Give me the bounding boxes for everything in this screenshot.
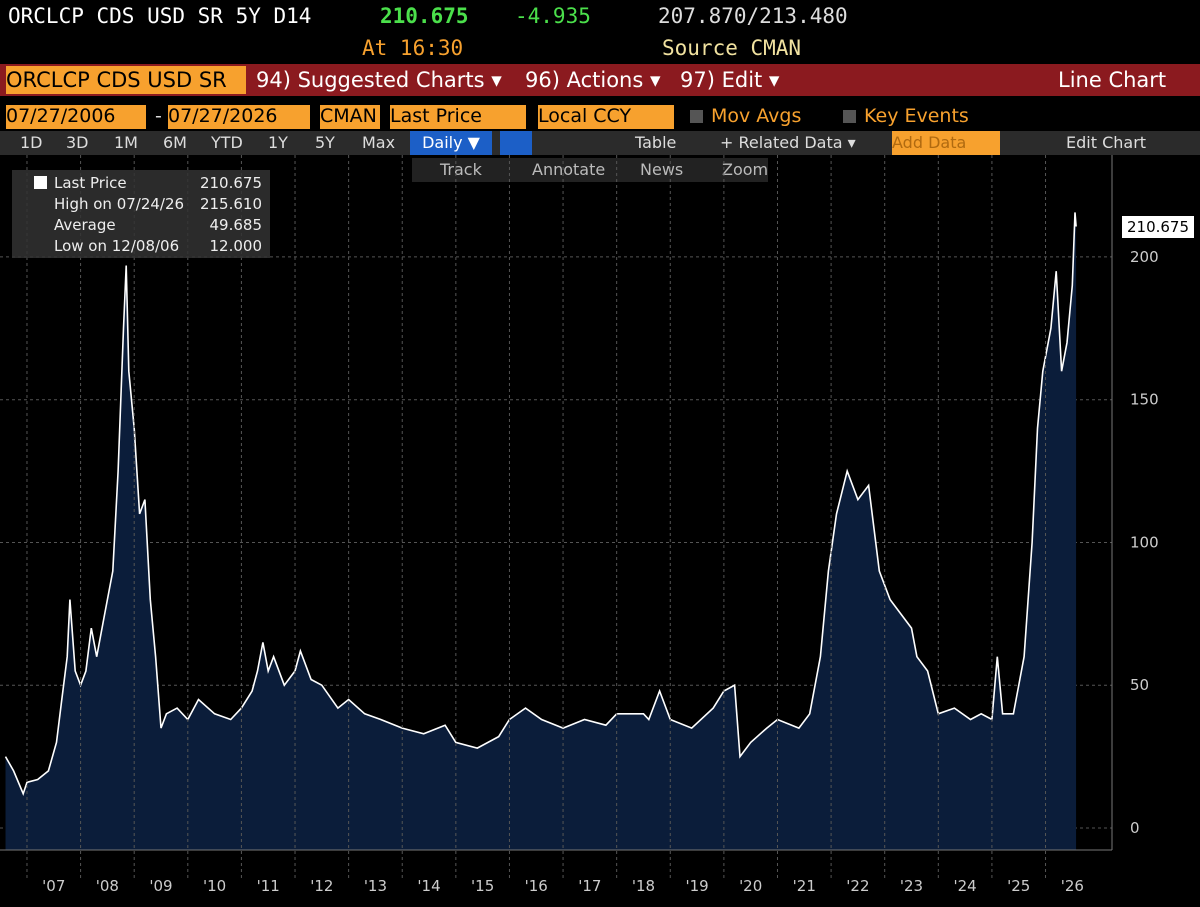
- period-button[interactable]: 1D: [20, 133, 43, 152]
- x-tick-label: '22: [846, 877, 869, 895]
- period-button[interactable]: 5Y: [315, 133, 335, 152]
- x-tick-label: '10: [203, 877, 226, 895]
- x-tick-label: '07: [42, 877, 65, 895]
- checkbox[interactable]: [843, 110, 856, 123]
- period-button[interactable]: Max: [362, 133, 396, 152]
- source: Source CMAN: [662, 36, 802, 60]
- price: 210.675: [380, 4, 469, 28]
- legend-value: 12.000: [209, 237, 263, 255]
- legend-label: Low on 12/08/06: [54, 237, 180, 255]
- currency[interactable]: Local CCY: [538, 105, 674, 129]
- legend: Last Price 210.675 High on 07/24/26 215.610…: [12, 170, 270, 258]
- mov-avgs[interactable]: Mov Avgs: [711, 105, 802, 127]
- menu-item[interactable]: 96) Actions ▾: [525, 68, 661, 92]
- tool-button[interactable]: Zoom: [722, 160, 769, 179]
- change: -4.935: [515, 4, 591, 28]
- tool-button[interactable]: News: [640, 160, 684, 179]
- checkbox[interactable]: [690, 110, 703, 123]
- x-tick-label: '12: [310, 877, 333, 895]
- x-tick-label: '20: [739, 877, 762, 895]
- time: At 16:30: [362, 36, 464, 60]
- x-tick-label: '11: [257, 877, 280, 895]
- tool-strip: [412, 158, 768, 182]
- y-tick-label: 0: [1130, 819, 1140, 837]
- menu-item[interactable]: Line Chart: [1058, 68, 1167, 92]
- x-tick-label: '09: [149, 877, 172, 895]
- menu-bar: ORCLCP CDS USD SR 94) Suggested Charts ▾…: [0, 64, 1200, 96]
- toolbar: Daily ▼ Table + Related Data ▾ Add Data …: [0, 131, 1200, 155]
- tool-button[interactable]: Track: [440, 160, 482, 179]
- x-tick-label: '24: [954, 877, 977, 895]
- x-tick-label: '15: [471, 877, 494, 895]
- x-tick-label: '13: [364, 877, 387, 895]
- source-field[interactable]: CMAN: [320, 105, 380, 129]
- x-tick-label: '18: [632, 877, 655, 895]
- legend-value: 210.675: [199, 174, 262, 192]
- legend-label: High on 07/24/26: [54, 195, 185, 213]
- x-tick-label: '16: [525, 877, 548, 895]
- related-data[interactable]: + Related Data ▾: [720, 133, 856, 152]
- y-tick-label: 50: [1130, 676, 1149, 694]
- x-tick-label: '08: [96, 877, 119, 895]
- period-button[interactable]: 3D: [66, 133, 89, 152]
- tools: Track Annotate News Zoom: [0, 158, 1200, 182]
- period-button[interactable]: YTD: [211, 133, 243, 152]
- y-tick-label: 150: [1130, 391, 1159, 409]
- chart: 0 50 100 150 200 '07 '08 '09 '10 '11 '12 '13 '14 '15 '…: [0, 155, 1159, 895]
- x-tick-label: '25: [1007, 877, 1030, 895]
- controls: 07/27/2006 - 07/27/2026 CMAN Last Price …: [0, 104, 1200, 130]
- x-tick-label: '26: [1061, 877, 1084, 895]
- table-button[interactable]: Table: [635, 133, 677, 152]
- x-tick-label: '19: [685, 877, 708, 895]
- legend-value: 49.685: [209, 216, 263, 234]
- ticker: ORCLCP CDS USD SR 5Y D14: [8, 4, 312, 28]
- edit-chart[interactable]: Edit Chart: [1066, 133, 1147, 152]
- start-date[interactable]: 07/27/2006: [6, 105, 146, 129]
- menu-item[interactable]: 97) Edit ▾: [680, 68, 780, 92]
- period-button[interactable]: 1M: [114, 133, 138, 152]
- y-tick-label: 100: [1130, 533, 1159, 551]
- x-tick-label: '14: [417, 877, 440, 895]
- line-icon[interactable]: [500, 131, 532, 155]
- period-button[interactable]: 6M: [163, 133, 187, 152]
- security-box[interactable]: ORCLCP CDS USD SR: [6, 66, 246, 94]
- legend-label: Average: [54, 216, 116, 234]
- add-data[interactable]: Add Data: [892, 131, 1000, 155]
- y-tick-label: 200: [1130, 248, 1159, 266]
- end-date[interactable]: 07/27/2026: [168, 105, 310, 129]
- tool-button[interactable]: Annotate: [532, 160, 606, 179]
- key-events[interactable]: Key Events: [864, 105, 969, 127]
- dash: -: [155, 105, 162, 127]
- period-button[interactable]: 1Y: [268, 133, 288, 152]
- menu-item[interactable]: 94) Suggested Charts ▾: [256, 68, 502, 92]
- field[interactable]: Last Price: [390, 105, 526, 129]
- legend-label: Last Price: [54, 174, 127, 192]
- range: 207.870/213.480: [658, 4, 848, 28]
- price-tag: 210.675: [1122, 216, 1194, 238]
- frequency[interactable]: Daily ▼: [410, 131, 492, 155]
- legend-swatch: [34, 176, 47, 189]
- area: [5, 212, 1077, 850]
- legend-value: 215.610: [199, 195, 262, 213]
- x-tick-label: '23: [900, 877, 923, 895]
- line: [4, 212, 1077, 796]
- x-tick-label: '21: [793, 877, 816, 895]
- x-tick-label: '17: [578, 877, 601, 895]
